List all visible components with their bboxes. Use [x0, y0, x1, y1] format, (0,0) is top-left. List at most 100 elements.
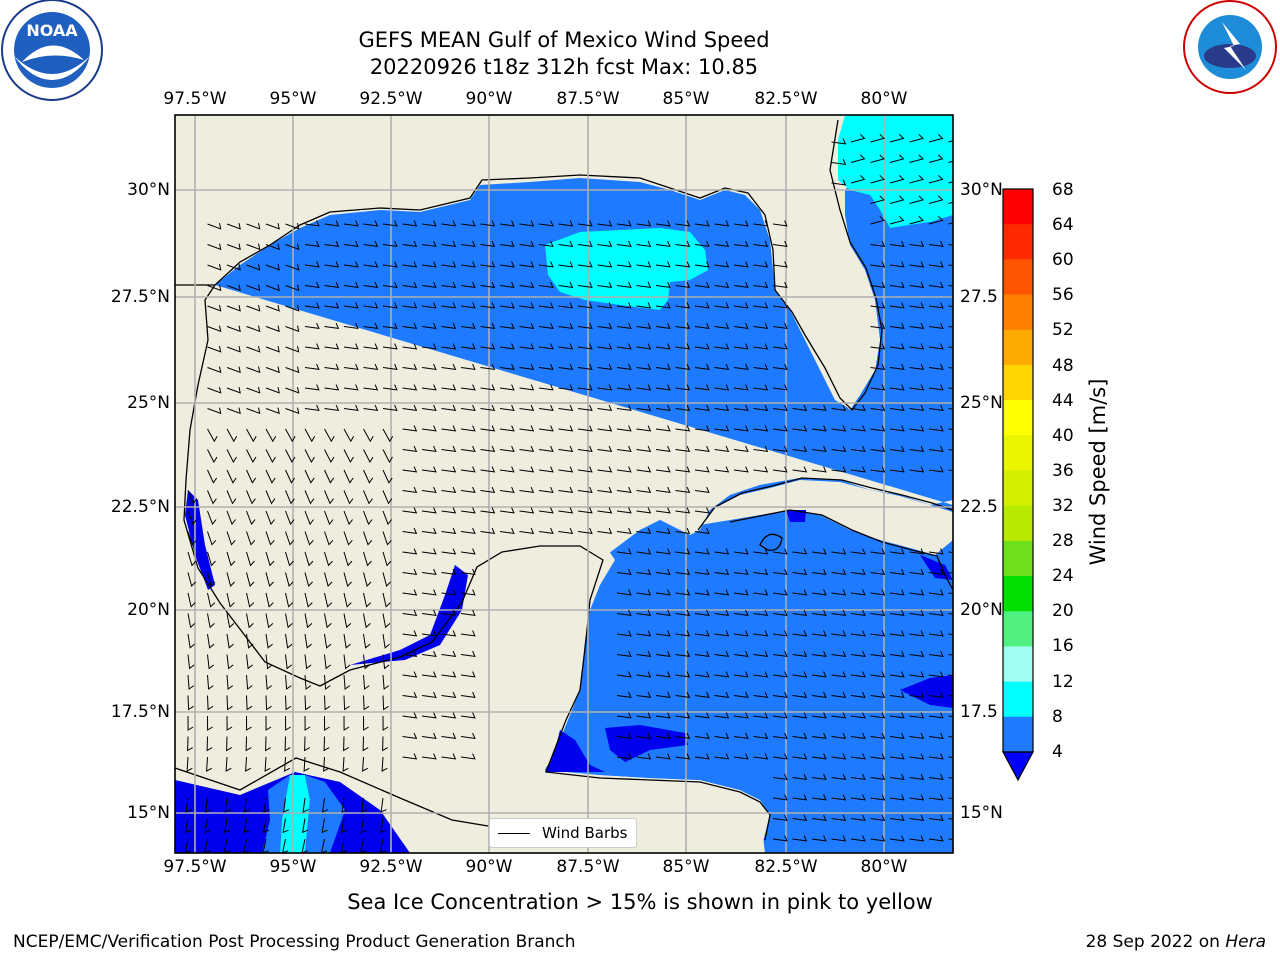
wind-barb [226, 613, 235, 629]
wind-barb [753, 322, 769, 330]
wind-barb [246, 551, 255, 567]
wind-barb [363, 592, 372, 608]
wind-barb [772, 384, 788, 391]
wind-barb [282, 818, 289, 834]
wind-barb [343, 302, 359, 309]
wind-barb [519, 404, 535, 412]
wind-barb [811, 814, 827, 822]
wind-barb [187, 613, 196, 629]
wind-barb [870, 384, 886, 391]
wind-barb [889, 671, 905, 678]
wind-barb [362, 756, 369, 772]
colorbar-tick: 16 [1052, 636, 1074, 656]
wind-barb [616, 445, 632, 453]
wind-barb [928, 240, 944, 248]
wind-barb [324, 240, 340, 248]
wind-barb [421, 281, 437, 289]
wind-barb [187, 715, 194, 731]
wind-barb [304, 469, 315, 484]
wind-barb [304, 404, 320, 412]
wind-barb [753, 630, 769, 637]
wind-barb [207, 469, 218, 484]
wind-barb [285, 284, 300, 292]
colorbar-segment [1003, 470, 1033, 507]
colorbar-tick: 36 [1052, 461, 1074, 481]
lon-tick-top: 95°W [269, 89, 317, 109]
wind-barb [285, 449, 296, 464]
wind-barb [363, 428, 374, 443]
wind-barb [441, 630, 457, 637]
wind-barb [655, 671, 671, 678]
wind-barb [889, 568, 905, 576]
wind-barb [441, 240, 457, 248]
wind-barb [675, 281, 691, 289]
wind-barb [499, 220, 515, 227]
wind-barb [226, 222, 241, 230]
lon-tick-bottom: 87.5°W [556, 857, 620, 877]
colorbar-segment [1003, 435, 1033, 471]
wind-barb [928, 261, 944, 268]
wind-barb [675, 363, 691, 371]
wind-barb [304, 715, 311, 731]
wind-barb [265, 551, 275, 567]
wind-barb [538, 343, 554, 350]
wind-barb [460, 589, 476, 596]
wind-barb [207, 531, 217, 546]
colorbar-segment [1003, 329, 1033, 366]
wind-barb [577, 281, 593, 289]
wind-barb [343, 490, 354, 505]
wind-barb [207, 243, 222, 251]
wind-barb [460, 220, 476, 227]
wind-barb [909, 835, 925, 842]
wind-barb [187, 572, 196, 587]
wind-barb [675, 753, 691, 760]
wind-barb [343, 592, 352, 608]
wind-barb [226, 304, 241, 312]
wind-barb [207, 366, 222, 374]
wind-barb [811, 445, 827, 453]
wind-barb [285, 386, 300, 394]
wind-barb [538, 404, 554, 412]
wind-barb [421, 630, 437, 637]
wind-barb [343, 322, 359, 330]
wind-barb [285, 490, 295, 505]
wind-barb [636, 302, 652, 309]
wind-barb [694, 445, 710, 453]
wind-barb [616, 466, 632, 473]
wind-barb [636, 261, 652, 268]
wind-barb [850, 445, 866, 453]
wind-barb [538, 281, 554, 289]
wind-barb [811, 548, 827, 555]
wind-barb [733, 589, 749, 596]
colorbar-extend-arrow [1001, 751, 1035, 782]
wind-barb [675, 712, 691, 719]
wind-barb [402, 404, 418, 412]
wind-barb [694, 732, 710, 740]
wind-barb [616, 322, 632, 330]
wind-barb [321, 797, 329, 813]
wind-barb [421, 691, 437, 699]
wind-barb [831, 773, 847, 781]
wind-barb [480, 404, 496, 412]
wind-barb [323, 756, 330, 772]
wind-barb [870, 794, 886, 801]
wind-barb [324, 220, 340, 227]
wind-barb [441, 712, 457, 719]
wind-barb [265, 572, 274, 587]
wind-barb [889, 404, 905, 412]
wind-barb [226, 263, 241, 271]
wind-barb [303, 756, 310, 772]
wind-barb [772, 404, 788, 412]
wind-barb [460, 240, 476, 248]
wind-barb [460, 404, 476, 412]
wind-barb [636, 630, 652, 637]
wind-barb [207, 654, 215, 670]
wind-barb [402, 650, 418, 658]
wind-barb [753, 240, 769, 248]
lat-tick-left: 25°N [127, 393, 170, 413]
wind-barb [597, 363, 613, 371]
wind-barb [889, 425, 905, 432]
wind-barb [636, 343, 652, 350]
wind-barb [226, 428, 238, 443]
wind-barb [460, 568, 476, 576]
